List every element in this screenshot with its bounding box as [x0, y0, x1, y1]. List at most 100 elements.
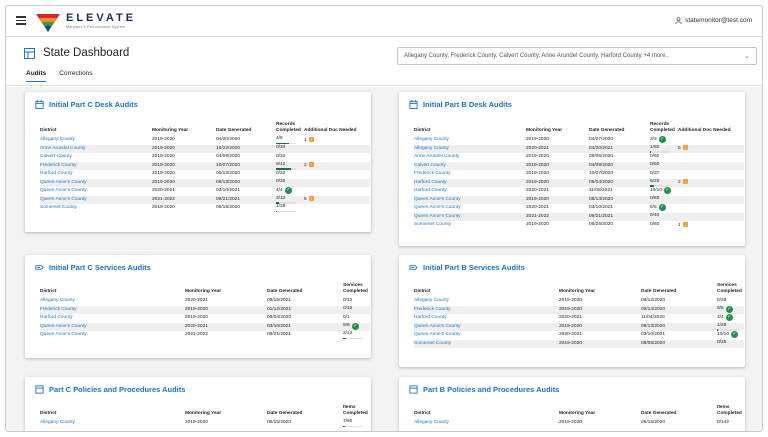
district-link[interactable]: Queen Anne's County: [40, 178, 152, 187]
completion-count: 4/4: [717, 314, 724, 320]
column-header-records[interactable]: Services Completed: [343, 283, 368, 294]
date-generated: 04/20/2021: [589, 144, 650, 153]
additional-docs-count: 2: [304, 163, 307, 169]
district-link[interactable]: Calvert County: [414, 161, 526, 170]
district-link[interactable]: Queen Anne's County: [40, 322, 185, 331]
district-link[interactable]: Queen Anne's County: [40, 332, 87, 338]
tab-corrections[interactable]: Corrections: [59, 70, 93, 77]
column-header-district[interactable]: District: [40, 411, 57, 416]
table-row: Calvert County 2019-2020 04/09/2020 0/60: [414, 161, 744, 170]
check-circle-icon: ✓: [725, 314, 733, 322]
column-header-docs[interactable]: Additional Doc Needed: [304, 128, 357, 133]
district-filter-select[interactable]: Allegany County, Frederick County, Calve…: [397, 47, 757, 65]
column-header-records[interactable]: Items Completed: [343, 405, 368, 416]
district-link[interactable]: Anne Arundel County: [414, 154, 460, 160]
district-link[interactable]: Frederick County: [414, 305, 559, 314]
table-row: Allegany County 2019-2020 04/20/2020 4/6 1!: [40, 136, 370, 145]
district-link[interactable]: Somerset County: [40, 205, 78, 211]
additional-docs-cell: [678, 204, 744, 213]
district-link[interactable]: Allegany County: [414, 137, 449, 143]
district-link[interactable]: Harford County: [40, 171, 73, 177]
column-header-records[interactable]: Items Completed: [717, 405, 742, 416]
progress-bar: [343, 425, 363, 428]
top-bar: ELEVATE Maryland's Performance System st…: [6, 6, 762, 37]
district-link[interactable]: Harford County: [414, 178, 526, 187]
district-link[interactable]: Queen Anne's County: [40, 188, 87, 194]
completion-count: 1/60: [650, 144, 660, 150]
column-header-year[interactable]: Monitoring Year: [185, 289, 222, 294]
column-header-district[interactable]: District: [414, 289, 431, 294]
column-header-district[interactable]: District: [40, 128, 57, 133]
district-link[interactable]: Allegany County: [414, 420, 449, 426]
district-link[interactable]: Queen Anne's County: [414, 322, 559, 331]
column-header-year[interactable]: Monitoring Year: [559, 289, 596, 294]
table-row: Queen Anne's County 2020-2021 03/10/2021 5/…: [414, 204, 744, 213]
column-header-date[interactable]: Date Generated: [267, 289, 303, 294]
completion-cell: 7/60: [343, 419, 370, 428]
column-header-date[interactable]: Date Generated: [589, 128, 625, 133]
card-title-text: Part B Policies and Procedures Audits: [423, 385, 560, 394]
column-header-docs[interactable]: Additional Doc Needed: [678, 128, 731, 133]
completion-cell: 0/60: [650, 221, 678, 230]
progress-bar: [650, 151, 670, 153]
column-header-district[interactable]: District: [414, 411, 431, 416]
table-row: Allegany County 2020-2021 09/15/2021 0/12: [40, 297, 370, 306]
tab-audits[interactable]: Audits: [26, 70, 47, 82]
completion-count: 0/34: [276, 145, 286, 151]
additional-docs-cell: [678, 195, 744, 204]
district-link[interactable]: Harford County: [40, 315, 73, 321]
district-link[interactable]: Queen Anne's County: [414, 212, 526, 221]
district-link[interactable]: Calvert County: [40, 154, 72, 160]
district-link[interactable]: Anne Arundel County: [40, 144, 152, 153]
district-link[interactable]: Somerset County: [414, 222, 452, 228]
monitoring-year: 2019-2020: [152, 137, 175, 143]
district-link[interactable]: Queen Anne's County: [414, 332, 461, 338]
completion-count: 0/12: [343, 297, 353, 303]
column-header-date[interactable]: Date Generated: [641, 411, 677, 416]
column-header-date[interactable]: Date Generated: [641, 289, 677, 294]
brand: ELEVATE Maryland's Performance System: [66, 12, 136, 30]
menu-icon[interactable]: [16, 16, 26, 25]
district-link[interactable]: Frederick County: [414, 171, 451, 177]
dashboard-icon: [24, 48, 35, 59]
district-link[interactable]: Somerset County: [414, 339, 559, 348]
date-generated: 04/20/2020: [216, 137, 241, 143]
district-link[interactable]: Frederick County: [40, 161, 152, 170]
services-icon: [409, 265, 418, 270]
district-link[interactable]: Allegany County: [40, 420, 75, 426]
column-header-year[interactable]: Monitoring Year: [152, 128, 189, 133]
column-header-records[interactable]: Services Completed: [717, 283, 742, 294]
district-link[interactable]: Queen Anne's County: [414, 205, 461, 211]
check-circle-icon: ✓: [731, 331, 739, 339]
completion-count: 5/5: [650, 204, 657, 210]
card-part-b-policies-audits: Part B Policies and Procedures Audits Dis…: [399, 377, 745, 431]
column-header-district[interactable]: District: [414, 128, 431, 133]
district-link[interactable]: Queen Anne's County: [414, 195, 526, 204]
district-link[interactable]: Allegany County: [40, 137, 75, 143]
column-header-date[interactable]: Date Generated: [216, 128, 252, 133]
column-header-date[interactable]: Date Generated: [267, 411, 303, 416]
district-link[interactable]: Allegany County: [414, 298, 449, 304]
completion-cell: 10/10 ✓: [650, 187, 678, 196]
district-link[interactable]: Frederick County: [40, 305, 185, 314]
column-header-district[interactable]: District: [40, 289, 57, 294]
district-link[interactable]: Allegany County: [40, 298, 75, 304]
progress-fill: [650, 185, 654, 187]
completion-cell: 0/28: [717, 297, 744, 306]
district-link[interactable]: Harford County: [414, 188, 447, 194]
district-link[interactable]: Allegany County: [414, 144, 526, 153]
completion-cell: 0/60: [650, 195, 678, 204]
table-row: Harford County 2020-2021 11/08/2021 10/10 ✓: [414, 187, 744, 196]
column-header-records[interactable]: Records Completed: [276, 122, 301, 133]
district-link[interactable]: Harford County: [414, 315, 447, 321]
completion-cell: 4/6: [276, 136, 304, 145]
completion-cell: 0/40: [650, 212, 678, 221]
column-header-year[interactable]: Monitoring Year: [559, 411, 596, 416]
district-link[interactable]: Queen Anne's County: [40, 195, 152, 204]
column-header-year[interactable]: Monitoring Year: [526, 128, 563, 133]
completion-cell: 5/5 ✓: [650, 204, 678, 213]
column-header-records[interactable]: Records Completed: [650, 122, 675, 133]
column-header-year[interactable]: Monitoring Year: [185, 411, 222, 416]
completion-count: 6/6: [343, 323, 350, 329]
user-menu[interactable]: statemonitor@test.com: [675, 17, 752, 24]
